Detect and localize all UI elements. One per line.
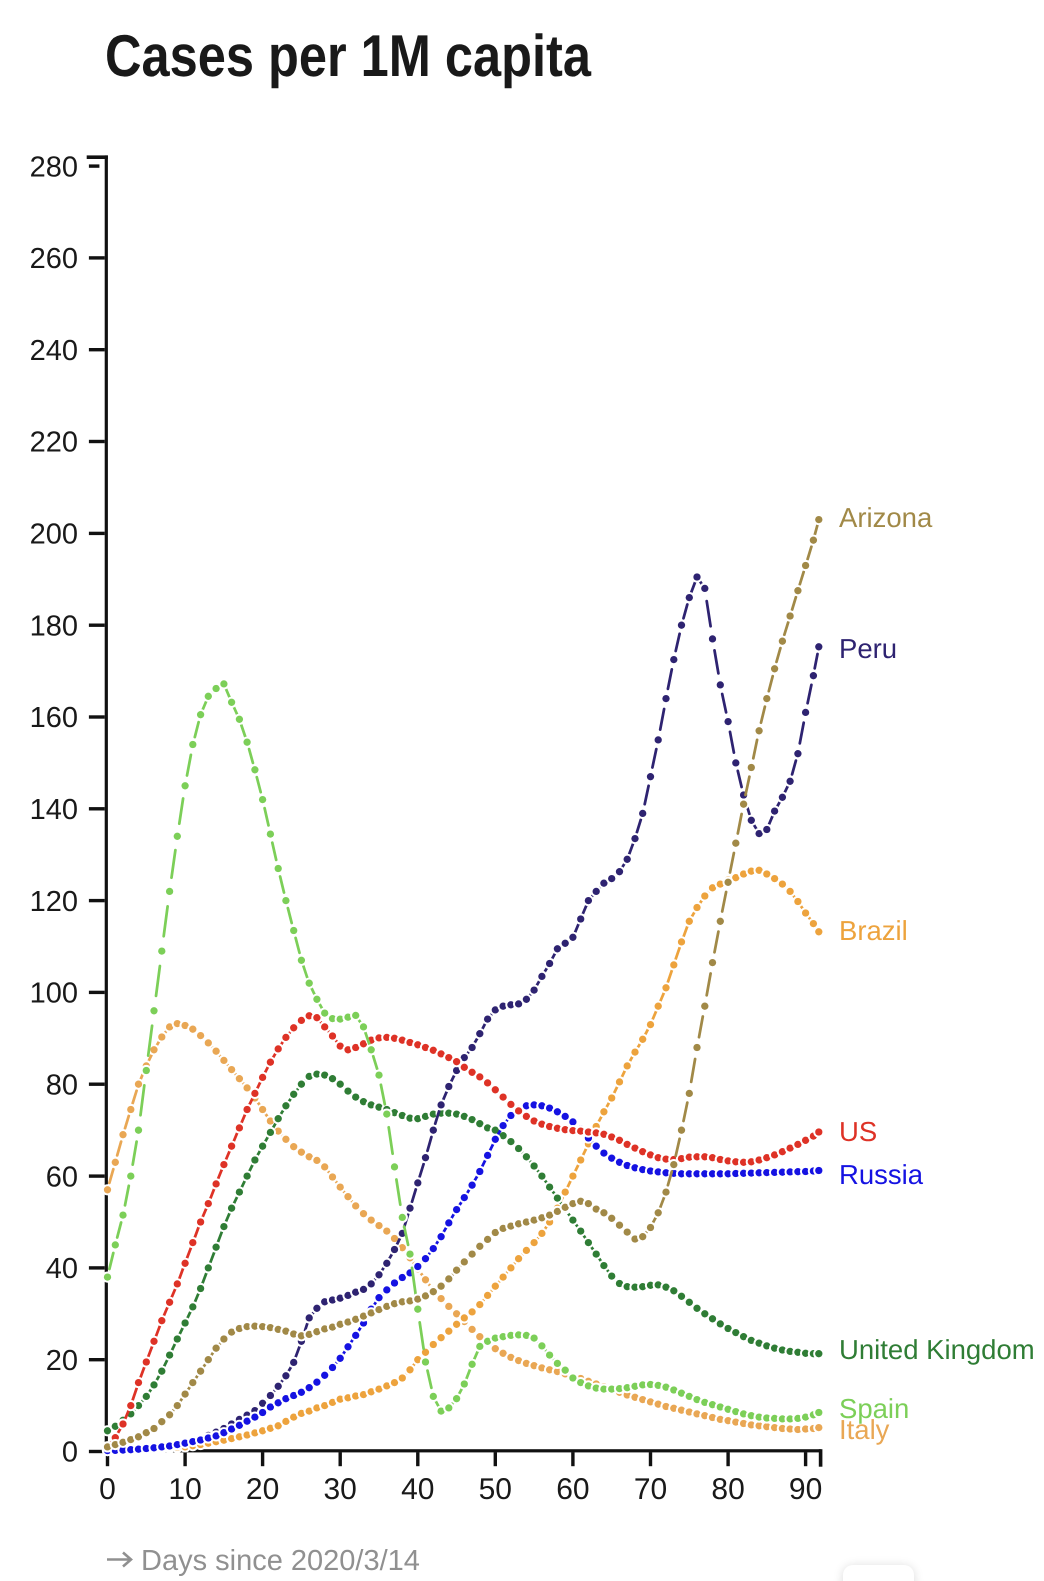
svg-text:80: 80 <box>711 1473 744 1506</box>
svg-text:40: 40 <box>401 1473 434 1506</box>
svg-text:280: 280 <box>30 151 78 183</box>
svg-text:40: 40 <box>46 1253 78 1285</box>
svg-text:Spain: Spain <box>839 1393 909 1424</box>
svg-text:30: 30 <box>324 1473 357 1506</box>
svg-text:70: 70 <box>634 1473 667 1506</box>
svg-text:50: 50 <box>479 1473 512 1506</box>
svg-text:160: 160 <box>30 702 78 734</box>
svg-text:240: 240 <box>30 335 78 367</box>
svg-text:260: 260 <box>30 243 78 275</box>
svg-text:20: 20 <box>246 1473 279 1506</box>
svg-text:0: 0 <box>62 1437 78 1469</box>
svg-text:0: 0 <box>99 1473 116 1506</box>
svg-text:90: 90 <box>789 1473 822 1506</box>
svg-text:60: 60 <box>46 1161 78 1193</box>
svg-text:Peru: Peru <box>839 633 897 664</box>
svg-text:Italy: Italy <box>839 1414 890 1445</box>
svg-text:100: 100 <box>30 978 78 1010</box>
svg-text:Days since 2020/3/14: Days since 2020/3/14 <box>141 1545 420 1577</box>
svg-text:140: 140 <box>30 794 78 826</box>
svg-text:60: 60 <box>556 1473 589 1506</box>
svg-text:20: 20 <box>46 1345 78 1377</box>
svg-text:US: US <box>839 1116 877 1147</box>
svg-text:Brazil: Brazil <box>839 915 908 946</box>
svg-text:200: 200 <box>30 519 78 551</box>
svg-text:80: 80 <box>46 1069 78 1101</box>
svg-text:Arizona: Arizona <box>839 502 933 533</box>
svg-text:220: 220 <box>30 427 78 459</box>
svg-text:180: 180 <box>30 610 78 642</box>
svg-text:10: 10 <box>168 1473 201 1506</box>
svg-text:Cases per 1M capita: Cases per 1M capita <box>105 23 592 89</box>
svg-text:Russia: Russia <box>839 1159 924 1190</box>
svg-text:120: 120 <box>30 886 78 918</box>
svg-text:United Kingdom: United Kingdom <box>839 1334 1035 1365</box>
